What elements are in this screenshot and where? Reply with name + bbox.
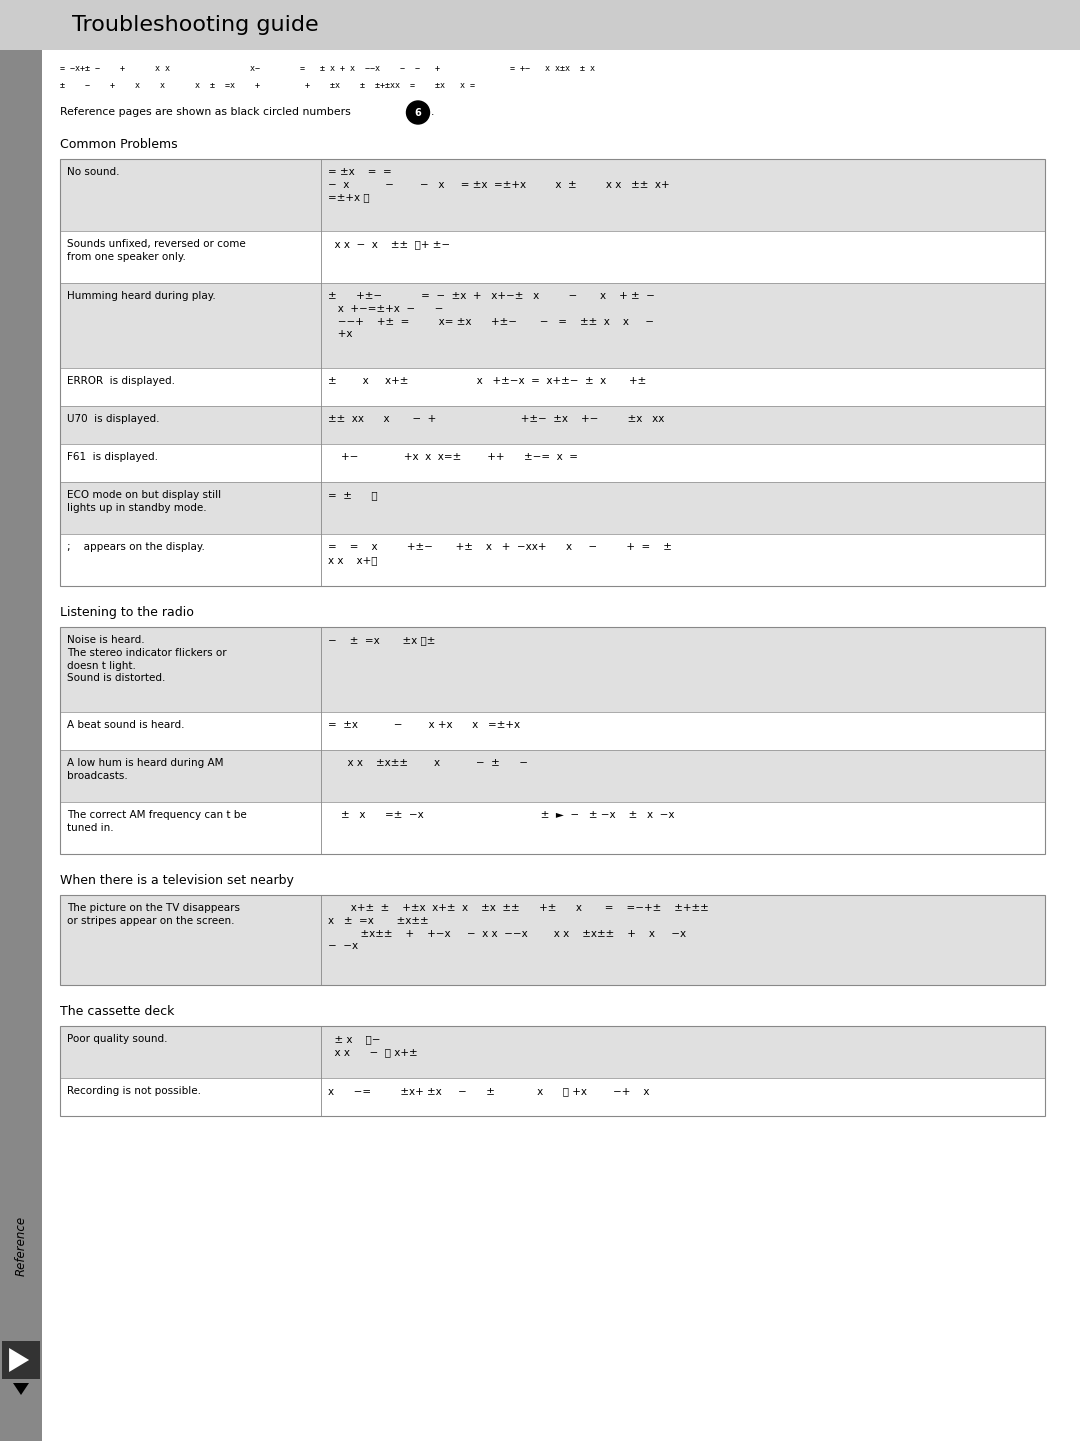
Bar bbox=[60, 406, 1045, 444]
Text: Noise is heard.
The stereo indicator flickers or
doesn t light.
Sound is distort: Noise is heard. The stereo indicator fli… bbox=[67, 635, 227, 683]
Text: ± x    Ⓤ−
  x x      −  Ⓤ x+±: ± x Ⓤ− x x − Ⓤ x+± bbox=[328, 1035, 418, 1056]
Text: +−              +x  x  x=±        ++      ±−=  x  =: +− +x x x=± ++ ±−= x = bbox=[328, 452, 578, 463]
Text: =  ±      Ⓙ: = ± Ⓙ bbox=[328, 490, 378, 500]
Bar bbox=[60, 535, 1045, 586]
Text: x x    ±x±±        x           −  ±      −: x x ±x±± x − ± − bbox=[328, 758, 528, 768]
Bar bbox=[60, 159, 1045, 586]
Text: x x  −  x    ±±  Ⓒ+ ±−: x x − x ±± Ⓒ+ ±− bbox=[328, 239, 450, 249]
Text: 6: 6 bbox=[415, 108, 421, 118]
Bar bbox=[60, 895, 1045, 986]
Text: Poor quality sound.: Poor quality sound. bbox=[67, 1035, 167, 1043]
Bar bbox=[60, 1026, 1045, 1115]
Text: Humming heard during play.: Humming heard during play. bbox=[67, 291, 216, 301]
Polygon shape bbox=[9, 1347, 29, 1372]
Bar bbox=[60, 444, 1045, 481]
Text: ERROR  is displayed.: ERROR is displayed. bbox=[67, 376, 175, 386]
Text: Reference: Reference bbox=[14, 1216, 27, 1277]
Text: =    =    x         +±−       +±    x   +  −xx+      x     −         +  =    ±
x: = = x +±− +± x + −xx+ x − + = ± x bbox=[328, 542, 672, 565]
Text: Reference pages are shown as black circled numbers: Reference pages are shown as black circl… bbox=[60, 107, 351, 117]
Text: The correct AM frequency can t be
tuned in.: The correct AM frequency can t be tuned … bbox=[67, 810, 246, 833]
Text: x      −=         ±x+ ±x     −      ±             x      Ⓤ +x        −+    x: x −= ±x+ ±x − ± x Ⓤ +x −+ x bbox=[328, 1087, 649, 1097]
Bar bbox=[0, 0, 42, 1441]
Text: ;    appears on the display.: ; appears on the display. bbox=[67, 542, 205, 552]
Bar bbox=[60, 367, 1045, 406]
Text: .: . bbox=[431, 107, 434, 117]
Text: = ±x    =  =
−  x           −        −   x     = ±x  =±+x         x  ±         x: = ±x = = − x − − x = ±x =±+x x ± x bbox=[328, 167, 670, 203]
Text: A beat sound is heard.: A beat sound is heard. bbox=[67, 720, 185, 731]
Polygon shape bbox=[13, 1383, 29, 1395]
Bar bbox=[60, 1078, 1045, 1115]
Text: = −x+± −    +      x x                x−        =   ± x + x  −−x    −  −   +    : = −x+± − + x x x− = ± x + x −−x − − + bbox=[60, 63, 595, 73]
Circle shape bbox=[406, 101, 430, 124]
Text: ±        x     x+±                     x   +±−x  =  x+±−  ±  x       +±: ± x x+± x +±−x = x+±− ± x +± bbox=[328, 376, 646, 386]
Text: ±±  xx      x       −  +                          +±−  ±x    +−         ±x   xx: ±± xx x − + +±− ±x +− ±x xx bbox=[328, 414, 664, 424]
Text: When there is a television set nearby: When there is a television set nearby bbox=[60, 875, 294, 888]
Bar bbox=[60, 803, 1045, 855]
Bar bbox=[60, 1026, 1045, 1078]
Text: No sound.: No sound. bbox=[67, 167, 120, 177]
Bar bbox=[60, 749, 1045, 803]
Bar bbox=[2, 1342, 40, 1379]
Bar bbox=[0, 0, 1080, 50]
Bar bbox=[60, 712, 1045, 749]
Bar bbox=[60, 895, 1045, 986]
Text: U70  is displayed.: U70 is displayed. bbox=[67, 414, 160, 424]
Text: x+±  ±    +±x  x+±  x    ±x  ±±      +±      x       =    =−+±    ±+±±
x   ±  =x: x+± ± +±x x+± x ±x ±± +± x = =−+± ±+±± x… bbox=[328, 904, 708, 951]
Text: ±    −    +    x    x      x  ±  =x    +         +    ±x    ±  ±+±xx  =    ±x   : ± − + x x x ± =x + + ±x ± ±+±xx = ±x bbox=[60, 82, 475, 91]
Bar bbox=[60, 282, 1045, 367]
Text: F61  is displayed.: F61 is displayed. bbox=[67, 452, 158, 463]
Text: Troubleshooting guide: Troubleshooting guide bbox=[72, 14, 319, 35]
Text: The picture on the TV disappears
or stripes appear on the screen.: The picture on the TV disappears or stri… bbox=[67, 904, 240, 925]
Text: −    ±  =x       ±x Ⓡ±: − ± =x ±x Ⓡ± bbox=[328, 635, 435, 646]
Bar bbox=[60, 231, 1045, 282]
Text: Recording is not possible.: Recording is not possible. bbox=[67, 1087, 201, 1097]
Bar bbox=[60, 481, 1045, 535]
Text: The cassette deck: The cassette deck bbox=[60, 1004, 174, 1017]
Text: Common Problems: Common Problems bbox=[60, 138, 177, 151]
Bar bbox=[60, 159, 1045, 231]
Text: ±      +±−            =  −  ±x  +   x+−±   x         −       x    + ±  −
   x  +: ± +±− = − ±x + x+−± x − x + ± − x + bbox=[328, 291, 654, 340]
Text: A low hum is heard during AM
broadcasts.: A low hum is heard during AM broadcasts. bbox=[67, 758, 224, 781]
Bar bbox=[60, 627, 1045, 855]
Bar bbox=[60, 627, 1045, 712]
Text: ECO mode on but display still
lights up in standby mode.: ECO mode on but display still lights up … bbox=[67, 490, 221, 513]
Text: Sounds unfixed, reversed or come
from one speaker only.: Sounds unfixed, reversed or come from on… bbox=[67, 239, 246, 262]
Text: Listening to the radio: Listening to the radio bbox=[60, 607, 194, 620]
Text: ±   x      =±  −x                                    ±  ►  −   ± −x    ±   x  −x: ± x =± −x ± ► − ± −x ± x −x bbox=[328, 810, 675, 820]
Text: =  ±x           −        x +x      x   =±+x: = ±x − x +x x =±+x bbox=[328, 720, 521, 731]
